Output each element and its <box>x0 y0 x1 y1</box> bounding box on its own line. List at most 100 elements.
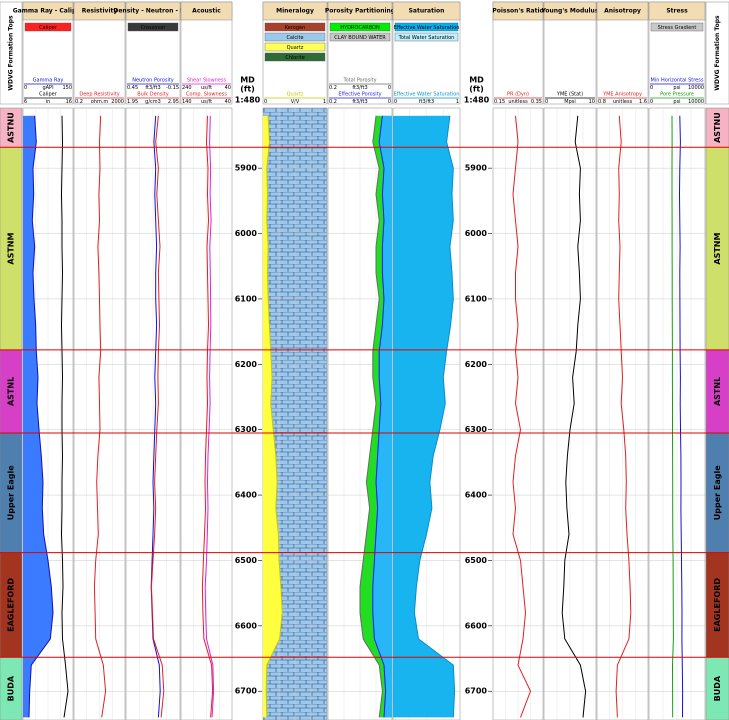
scale-max: 1 <box>323 99 326 105</box>
depth-label: 6100 <box>465 294 488 303</box>
scale-unit: psi <box>673 99 680 105</box>
depth-label: 6600 <box>235 621 258 630</box>
curve-name: Shear Slowness <box>187 78 227 84</box>
legend-label: HYDROCARBON <box>340 25 380 31</box>
scale-unit: gAPI <box>42 85 53 91</box>
track-title: Gamma Ray - Caliper <box>13 8 84 15</box>
curve <box>201 115 214 718</box>
scale-unit: Mpsi <box>564 99 575 105</box>
scale-max: 2.95 <box>168 99 179 105</box>
scale-min: 1.95 <box>127 99 138 105</box>
depth-label: 6400 <box>235 491 258 500</box>
curve <box>413 115 456 718</box>
depth-label: 6400 <box>465 491 488 500</box>
header-title-box <box>262 1 328 21</box>
formation-name: Upper Eagle <box>713 465 722 520</box>
curve-name: Comp. Slowness <box>186 92 227 98</box>
scale-max: -0.15 <box>166 85 179 91</box>
track-title: Acoustic <box>192 8 221 15</box>
scale-max: 0 <box>388 85 391 91</box>
header-title-box <box>22 1 74 21</box>
scale-max: 10000 <box>688 99 704 105</box>
formation-name: EAGLEFORD <box>7 578 16 632</box>
curve-name: Effective Porosity <box>338 92 381 98</box>
curve-fill <box>263 115 283 718</box>
curve <box>615 115 632 718</box>
scale-min: 0 <box>650 85 653 91</box>
scale-unit: ft3/ft3 <box>145 85 160 91</box>
curve-name: Gamma Ray <box>33 78 64 84</box>
scale-min: 0.2 <box>329 85 337 91</box>
scale-unit: us/ft <box>201 85 212 91</box>
curve-name: Min Horizontal Stress <box>651 78 704 84</box>
track-title: Density - Neutron - PEF <box>113 8 192 15</box>
legend-swatch <box>329 32 391 42</box>
scale-min: 0.2 <box>329 99 337 105</box>
scale-max: 0.35 <box>531 99 542 105</box>
curve-name: Deep Resistivity <box>79 92 119 98</box>
formation-name: ASTNL <box>7 377 16 406</box>
scale-unit: V/V <box>291 99 300 105</box>
depth-label: 6700 <box>465 687 488 696</box>
scale-unit: ft3/ft3 <box>352 85 367 91</box>
header-title-box <box>392 1 461 21</box>
depth-label: 5900 <box>465 164 488 173</box>
scale-unit: ft3/ft3 <box>352 99 367 105</box>
scale-min: 0 <box>545 99 548 105</box>
formation-name: ASTNU <box>713 112 722 143</box>
tops-title: WDVG Formation Tops <box>714 15 721 91</box>
legend-swatch <box>127 22 179 32</box>
scale-min: 0 <box>394 99 397 105</box>
curve <box>678 115 684 718</box>
track-title: Resistivity <box>82 8 118 15</box>
legend-swatch <box>264 52 326 62</box>
curve-name: Total Porosity <box>342 78 376 84</box>
curve <box>93 115 107 718</box>
curve-fill <box>372 115 392 718</box>
scale-min: 0.45 <box>127 85 138 91</box>
scale-min: 140 <box>182 99 192 105</box>
scale-unit: us/ft <box>201 99 212 105</box>
curve <box>28 115 54 718</box>
track-title: Anisotropy <box>604 8 641 15</box>
header-title-box <box>596 1 649 21</box>
depth-label: 6500 <box>465 556 488 565</box>
track-title: Stress <box>666 8 688 15</box>
scale-max: 16 <box>66 99 72 105</box>
legend-label: Crossover <box>141 25 167 31</box>
curve-name: YME (Stat) <box>556 92 583 98</box>
legend-swatch <box>650 22 704 32</box>
header-cell <box>705 1 729 105</box>
header-title-box <box>327 1 393 21</box>
curve <box>359 115 383 718</box>
tops-title: WDVG Formation Tops <box>8 15 15 91</box>
curve <box>671 115 674 718</box>
legend-swatch <box>264 42 326 52</box>
legend-label: Caliper <box>39 25 58 31</box>
scale-unit: in <box>46 99 51 105</box>
header-title-box <box>73 1 126 21</box>
header-title-box <box>180 1 233 21</box>
scale-unit: ft3/ft3 <box>419 99 434 105</box>
curve <box>204 115 215 718</box>
legend-swatch <box>264 22 326 32</box>
scale-max: 0 <box>388 99 391 105</box>
curve <box>60 115 69 718</box>
curve <box>150 115 165 718</box>
scale-min: 0.8 <box>598 99 606 105</box>
track-title: Saturation <box>409 8 445 15</box>
curve <box>372 115 387 718</box>
scale-unit: psi <box>673 85 680 91</box>
scale-max: 1 <box>456 99 459 105</box>
legend-swatch <box>329 22 391 32</box>
scale-max: 10000 <box>688 85 704 91</box>
scale-unit: ohm.m <box>91 99 109 105</box>
scale-unit: unitless <box>613 99 633 105</box>
curve-name: Neutron Porosity <box>132 78 174 84</box>
depth-label: 5900 <box>235 164 258 173</box>
scale-min: 0 <box>24 85 27 91</box>
curve <box>561 115 587 718</box>
curve-name: Pore Pressure <box>660 92 694 98</box>
scale-max: 2000 <box>111 99 124 105</box>
scale-max: 10 <box>589 99 595 105</box>
